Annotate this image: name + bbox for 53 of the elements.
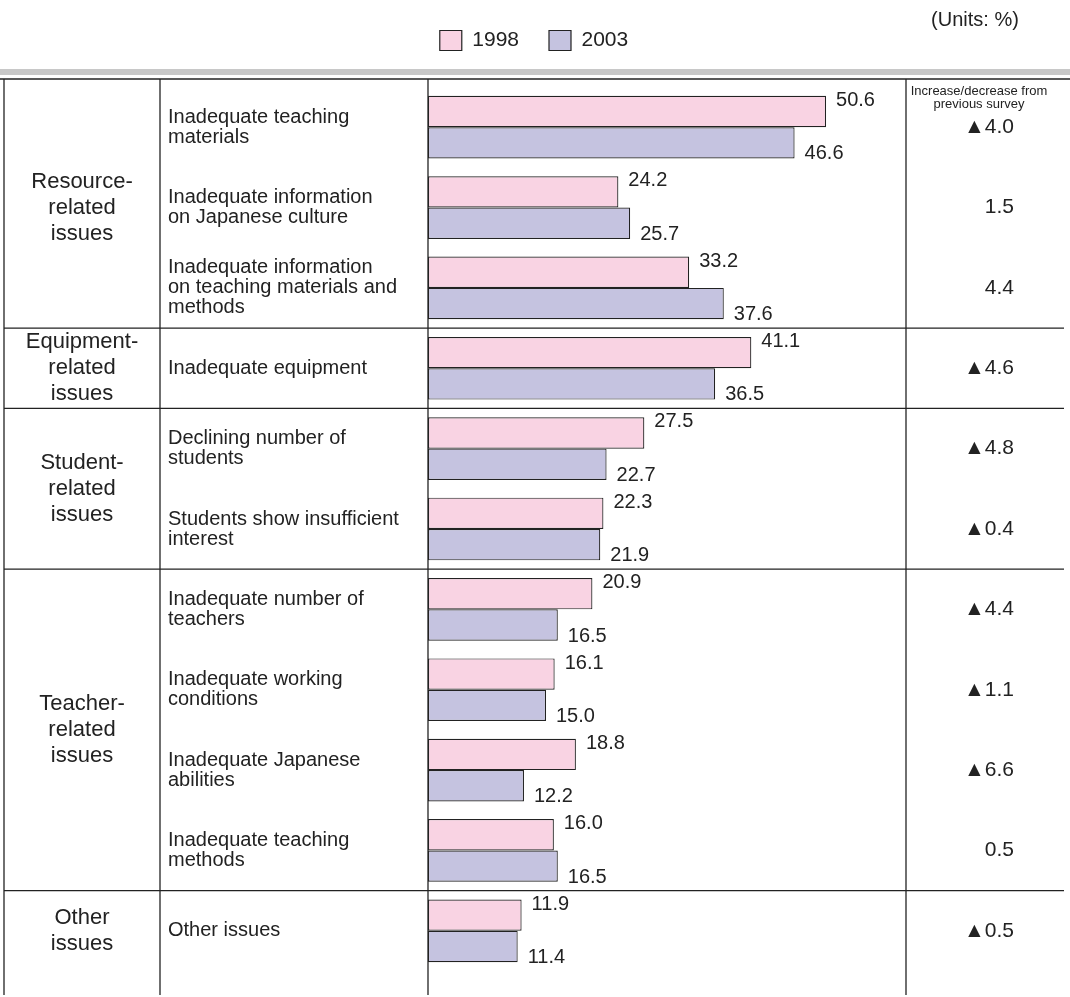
data-label: 24.2	[628, 168, 668, 191]
text: Other issues	[50, 903, 114, 955]
text: ▲4.6	[964, 355, 1014, 379]
y-tick-label: Inadequate teaching materials	[168, 104, 350, 147]
data-label: 46.6	[804, 141, 844, 164]
y-tick-label: Other issues	[168, 918, 281, 941]
y-tick-label: Inadequate Japanese abilities	[168, 747, 361, 790]
data-label: 25.7	[640, 221, 680, 244]
text: ▲0.4	[964, 515, 1015, 539]
text: ▲0.5	[964, 917, 1014, 941]
data-label: 37.6	[733, 302, 773, 325]
data-label: 16.5	[567, 864, 607, 887]
text: Increase/decrease from previous survey	[910, 82, 1048, 111]
text: ▲4.0	[964, 113, 1014, 137]
text: (Units: %)	[931, 7, 1019, 30]
legend-label: 1998	[472, 27, 519, 51]
data-label: 22.7	[616, 462, 656, 485]
data-label: 18.8	[585, 730, 625, 753]
text: Teacher-related issues	[39, 689, 125, 767]
data-label: 11.9	[531, 891, 570, 914]
data-label: 16.0	[563, 811, 603, 834]
data-label: 22.3	[613, 489, 653, 512]
data-label: 12.2	[533, 784, 573, 807]
text: ▲6.6	[964, 756, 1014, 780]
data-label: 20.9	[602, 570, 642, 593]
data-label: 15.0	[556, 703, 595, 726]
text: Resource-related issues	[31, 167, 133, 245]
data-label: 41.1	[761, 329, 801, 352]
data-label: 36.5	[725, 382, 765, 405]
text: 1.5	[984, 194, 1014, 218]
data-label: 50.6	[836, 88, 875, 111]
data-label: 16.5	[567, 623, 607, 646]
y-tick-label: Students show insufficient interest	[168, 506, 400, 549]
legend-label: 2003	[581, 27, 629, 51]
text: 0.5	[984, 837, 1014, 861]
data-label: 11.4	[527, 945, 566, 967]
y-tick-label: Inadequate information on teaching materials and methods	[168, 255, 398, 318]
text: ▲4.8	[964, 435, 1014, 459]
text: 4.4	[984, 274, 1015, 298]
y-tick-label: Declining number of students	[168, 426, 347, 469]
text: Equipment-related issues	[25, 328, 139, 406]
y-tick-label: Inadequate information on Japanese culture	[168, 185, 373, 228]
data-label: 27.5	[654, 409, 694, 432]
y-tick-label: Inadequate teaching methods	[168, 827, 350, 870]
data-label: 16.1	[564, 650, 604, 673]
y-tick-label: Inadequate number of teachers	[168, 586, 365, 629]
text: ▲4.4	[964, 596, 1015, 620]
y-tick-label: Inadequate working conditions	[168, 667, 343, 710]
data-label: 33.2	[699, 248, 739, 271]
y-tick-label: Inadequate equipment	[168, 355, 368, 378]
data-label: 21.9	[610, 543, 650, 566]
text: ▲1.1	[964, 676, 1014, 700]
text: Student-related issues	[40, 448, 124, 526]
